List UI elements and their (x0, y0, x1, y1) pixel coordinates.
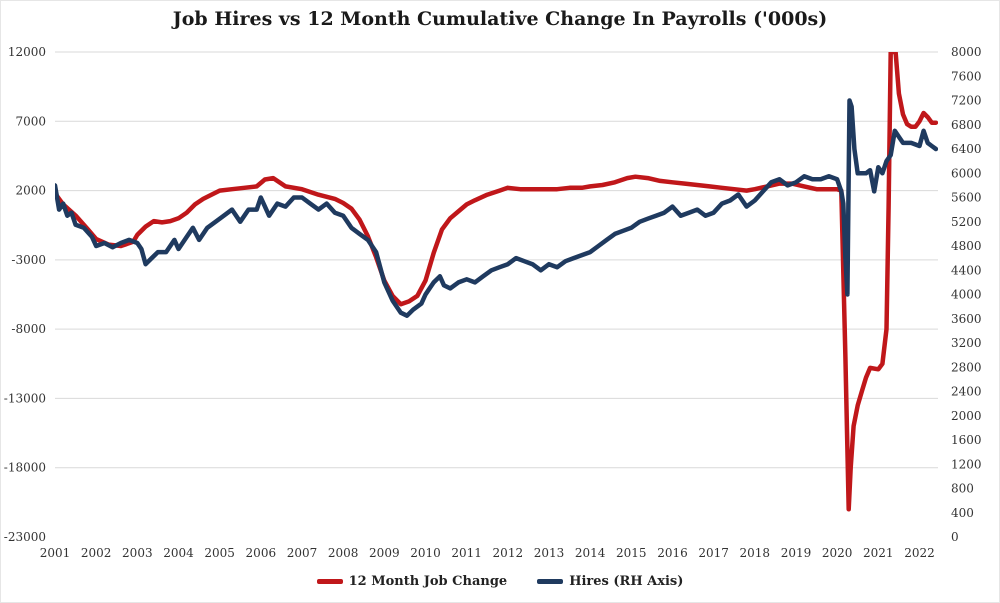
x-tick-label: 2019 (781, 546, 812, 560)
right-tick-label: 0 (951, 530, 959, 544)
x-tick-label: 2002 (81, 546, 112, 560)
right-tick-label: 7600 (951, 69, 982, 83)
legend-item-hires: Hires (RH Axis) (537, 574, 683, 589)
right-tick-label: 4800 (951, 239, 982, 253)
x-tick-label: 2005 (204, 546, 235, 560)
right-tick-label: 3600 (951, 312, 982, 326)
x-tick-label: 2011 (451, 546, 482, 560)
left-tick-label: 12000 (8, 45, 46, 59)
right-tick-label: 6000 (951, 166, 982, 180)
series-layer (55, 52, 938, 512)
x-tick-label: 2008 (328, 546, 359, 560)
series-line-job-change (55, 52, 938, 512)
x-tick-label: 2015 (616, 546, 647, 560)
x-tick-label: 2016 (657, 546, 688, 560)
x-tick-label: 2007 (287, 546, 318, 560)
right-tick-label: 2000 (951, 409, 982, 423)
chart-title: Job Hires vs 12 Month Cumulative Change … (172, 8, 828, 30)
left-axis: 12000 7000 2000 -3000 -8000 -13000 -18000 -2300… (4, 45, 46, 544)
legend-swatch-job-change (316, 579, 343, 584)
right-tick-label: 1200 (951, 457, 982, 471)
x-axis: 2001 2002 2003 2004 2005 2006 2007 2008 2009 2010… (40, 546, 935, 560)
right-tick-label: 1600 (951, 433, 982, 447)
right-tick-label: 6400 (951, 142, 982, 156)
x-tick-label: 2013 (534, 546, 565, 560)
series-line-hires (55, 98, 938, 318)
right-tick-label: 4400 (951, 263, 982, 277)
gridlines (55, 51, 938, 469)
x-tick-label: 2010 (410, 546, 441, 560)
x-tick-label: 2001 (40, 546, 71, 560)
x-tick-label: 2003 (122, 546, 153, 560)
right-tick-label: 3200 (951, 336, 982, 350)
legend-label-hires: Hires (RH Axis) (569, 574, 684, 589)
left-tick-label: -18000 (4, 461, 46, 475)
right-tick-label: 5200 (951, 215, 982, 229)
left-tick-label: -13000 (4, 391, 46, 405)
x-tick-label: 2017 (698, 546, 729, 560)
x-tick-label: 2018 (740, 546, 771, 560)
right-tick-label: 8000 (951, 45, 982, 59)
chart-legend: 12 Month Job Change Hires (RH Axis) (0, 574, 1000, 589)
right-tick-label: 400 (951, 506, 974, 520)
legend-swatch-hires (537, 579, 564, 584)
legend-label-job-change: 12 Month Job Change (348, 574, 508, 589)
x-tick-label: 2022 (904, 546, 935, 560)
right-tick-label: 5600 (951, 191, 982, 205)
x-tick-label: 2014 (575, 546, 606, 560)
left-tick-label: -3000 (11, 253, 46, 267)
right-tick-label: 7200 (951, 94, 982, 108)
right-tick-label: 2800 (951, 360, 982, 374)
left-tick-label: -23000 (4, 530, 46, 544)
right-tick-label: 800 (951, 482, 974, 496)
x-tick-label: 2004 (163, 546, 194, 560)
left-tick-label: 7000 (15, 114, 46, 128)
legend-item-job-change: 12 Month Job Change (316, 574, 508, 589)
x-tick-label: 2021 (863, 546, 894, 560)
right-axis: 8000760072006800640060005600520048004400… (951, 45, 982, 544)
x-tick-label: 2020 (822, 546, 853, 560)
left-tick-label: -8000 (11, 322, 46, 336)
x-tick-label: 2012 (493, 546, 524, 560)
left-tick-label: 2000 (15, 184, 46, 198)
x-tick-label: 2009 (369, 546, 400, 560)
right-tick-label: 2400 (951, 385, 982, 399)
right-tick-label: 6800 (951, 118, 982, 132)
x-tick-label: 2006 (246, 546, 277, 560)
right-tick-label: 4000 (951, 288, 982, 302)
